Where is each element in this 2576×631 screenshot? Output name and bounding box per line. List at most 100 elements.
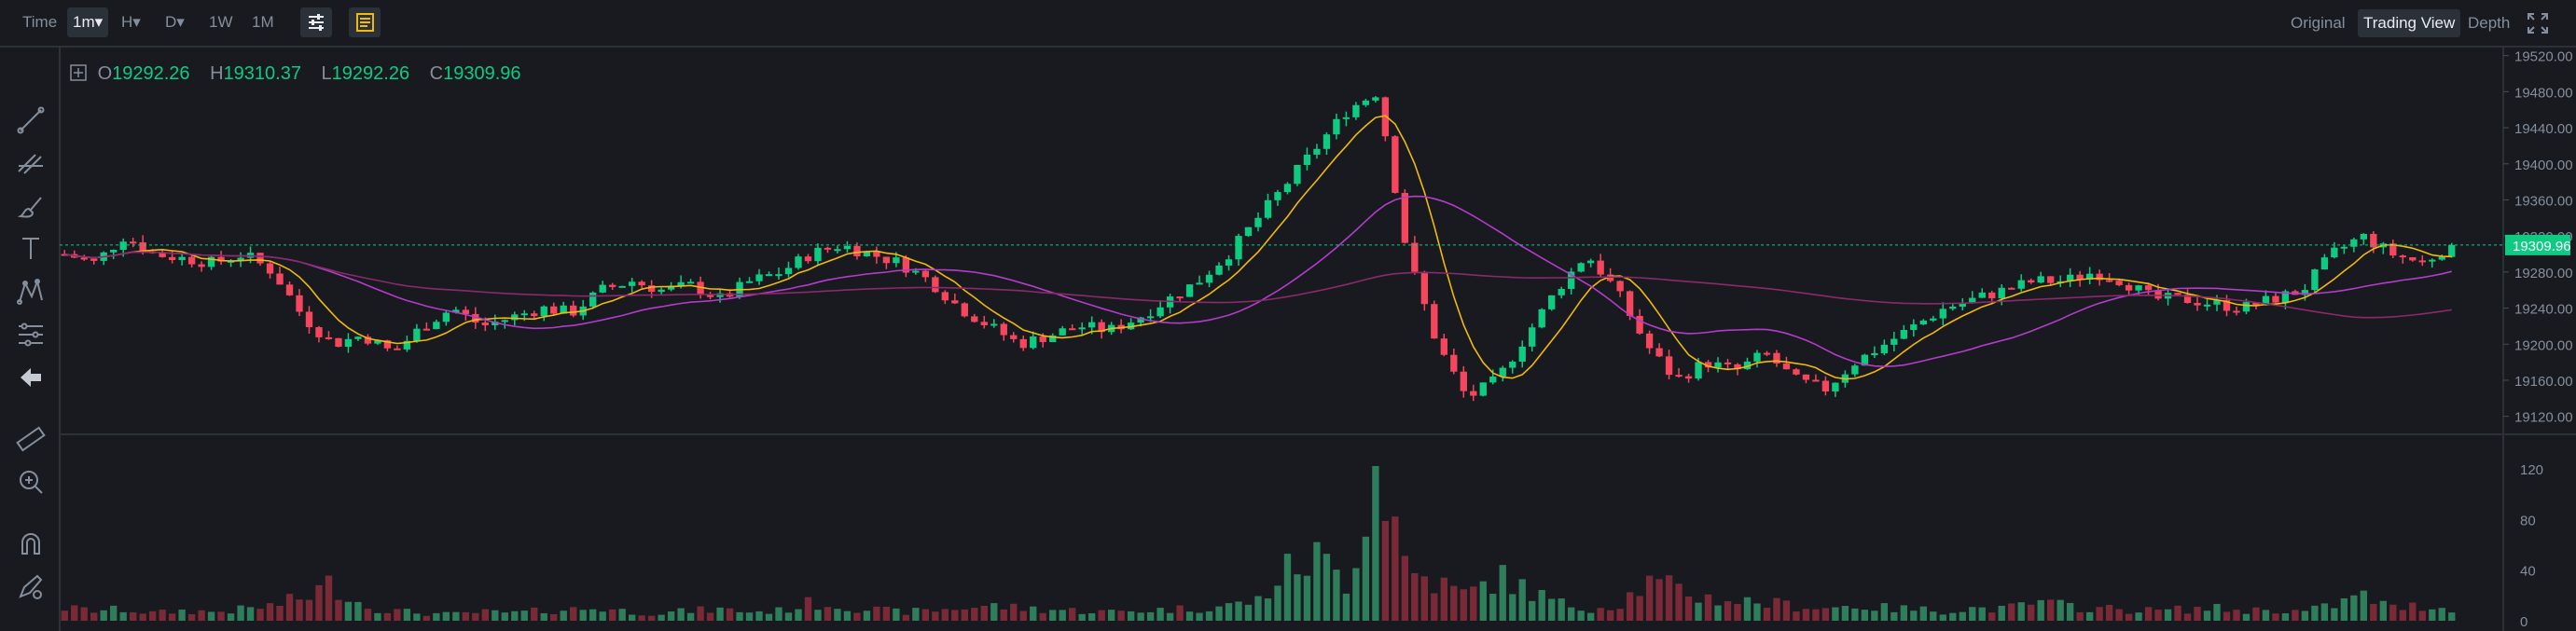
volume-bar: [61, 610, 68, 621]
volume-bar: [1626, 592, 1634, 621]
candle-body: [2115, 281, 2123, 285]
volume-bar: [1244, 604, 1253, 621]
volume-bar: [941, 609, 949, 621]
candle-body: [2028, 280, 2035, 283]
zoom-in-icon[interactable]: [15, 466, 47, 498]
volume-bar: [2223, 611, 2231, 621]
volume-bar: [1724, 601, 1732, 621]
candle-body: [1939, 309, 1946, 319]
text-tool-icon[interactable]: [15, 233, 47, 265]
candle-body: [422, 328, 431, 331]
volume-bar: [2320, 603, 2329, 621]
chart-notes-icon[interactable]: [349, 7, 381, 37]
volume-bar: [354, 601, 362, 621]
candle-body: [2448, 244, 2456, 257]
volume-bar: [736, 611, 743, 621]
interval-1w-button[interactable]: 1W: [209, 13, 233, 31]
volume-bar: [893, 608, 900, 621]
candle-body: [413, 328, 421, 341]
candle-body: [1205, 274, 1213, 283]
volume-bar: [1049, 610, 1057, 621]
candle-body: [1274, 192, 1281, 200]
interval-1m-button[interactable]: 1m▾: [67, 7, 109, 37]
candle-body: [1714, 362, 1722, 368]
volume-bar: [227, 613, 235, 621]
candle-body: [130, 241, 137, 244]
volume-bar: [422, 615, 431, 621]
volume-bar: [1019, 610, 1027, 621]
candle-body: [2233, 310, 2240, 313]
interval-day-dropdown[interactable]: D▾: [165, 7, 185, 37]
interval-hour-dropdown[interactable]: H▾: [121, 7, 141, 37]
volume-bar: [1460, 589, 1467, 621]
candle-body: [1969, 297, 1976, 304]
candle-body: [1019, 338, 1027, 349]
candle-body: [589, 292, 597, 307]
interval-dropdown-marker: ▾: [94, 13, 104, 31]
volume-bar: [481, 609, 489, 621]
volume-bar: [266, 603, 274, 621]
volume-bar: [531, 607, 538, 621]
fullscreen-icon[interactable]: [2526, 11, 2550, 35]
candle-body: [1782, 364, 1791, 370]
volume-bar: [824, 607, 832, 621]
candle-body: [1215, 265, 1223, 275]
fib-icon[interactable]: [15, 147, 47, 179]
candle-body: [1861, 354, 1869, 366]
indicator-settings-icon[interactable]: [300, 7, 332, 37]
back-arrow-icon[interactable]: [15, 362, 47, 393]
interval-1m-month-button[interactable]: 1M: [252, 13, 274, 31]
volume-bar: [2350, 595, 2358, 621]
volume-bar: [795, 609, 802, 621]
price-tick-label: 19360.00: [2514, 193, 2573, 209]
view-original-tab[interactable]: Original: [2291, 14, 2346, 32]
brush-icon[interactable]: [15, 190, 47, 222]
candle-body: [159, 252, 166, 257]
volume-bar: [1303, 575, 1311, 621]
candle-body: [2105, 280, 2113, 282]
volume-bar: [1352, 568, 1360, 621]
volume-bar: [2017, 602, 2025, 621]
candle-body: [2272, 295, 2279, 303]
volume-bar: [618, 609, 626, 621]
volume-bar: [1450, 585, 1458, 621]
volume-bar: [1665, 575, 1673, 621]
volume-bar: [383, 612, 392, 621]
volume-bar: [765, 613, 773, 621]
volume-bar: [775, 607, 782, 621]
volume-bar: [511, 610, 519, 621]
pattern-icon[interactable]: [15, 276, 47, 308]
candle-body: [618, 285, 626, 288]
candle-body: [1342, 117, 1350, 119]
magnet-icon[interactable]: [15, 528, 47, 559]
ruler-icon[interactable]: [15, 423, 47, 455]
view-trading-view-tab[interactable]: Trading View: [2358, 9, 2461, 37]
moving-averages: [64, 115, 2452, 380]
candle-body: [472, 313, 479, 323]
lock-draw-icon[interactable]: [15, 570, 47, 602]
candle-body: [531, 313, 538, 317]
volume-bar: [1146, 611, 1155, 621]
price-tick-label: 19480.00: [2514, 85, 2573, 101]
indicator-expand-icon[interactable]: [70, 63, 87, 81]
volume-bar: [1763, 608, 1771, 621]
candle-body: [1460, 371, 1467, 391]
volume-bar: [1381, 520, 1390, 621]
trend-line-icon[interactable]: [15, 104, 47, 136]
candle-body: [1059, 328, 1066, 336]
candle-body: [2037, 276, 2044, 283]
volume-bar: [256, 609, 264, 621]
volume-bar: [2301, 610, 2309, 621]
volume-bar: [100, 610, 107, 621]
candle-body: [1303, 154, 1311, 165]
volume-bar: [1890, 611, 1898, 621]
candle-body: [2360, 233, 2368, 240]
volume-bar: [686, 612, 695, 621]
candle-body: [492, 322, 499, 325]
candle-body: [1753, 352, 1761, 362]
view-depth-tab[interactable]: Depth: [2468, 14, 2511, 32]
volume-bar: [1714, 605, 1722, 621]
candle-body: [1577, 263, 1585, 272]
measure-icon[interactable]: [15, 319, 47, 350]
